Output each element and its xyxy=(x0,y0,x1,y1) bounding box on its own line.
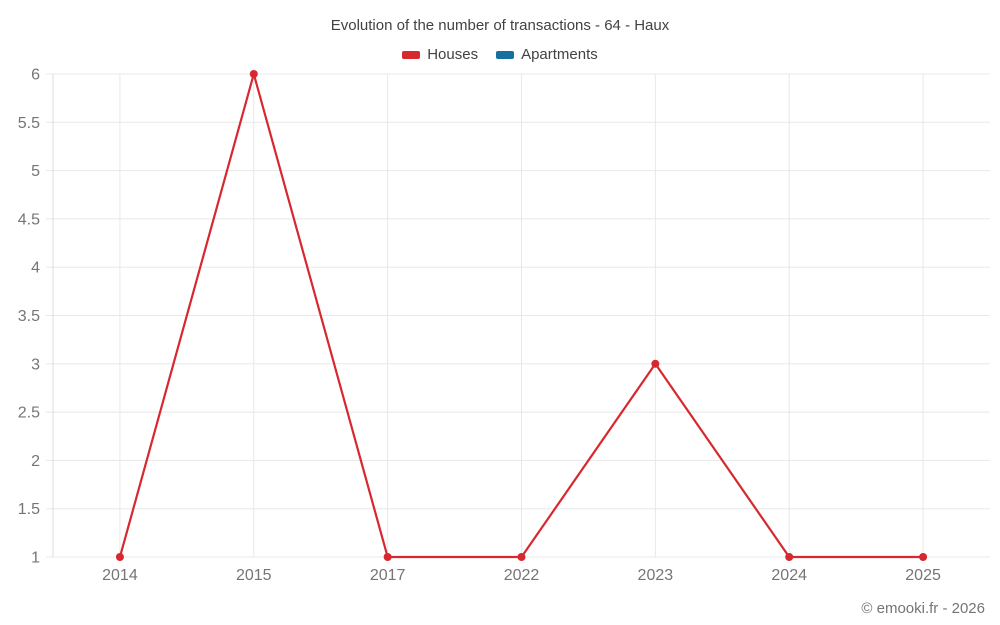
y-tick-label: 5.5 xyxy=(18,115,40,132)
data-point-houses[interactable] xyxy=(383,553,392,561)
legend-item-apartments[interactable]: Apartments xyxy=(496,46,598,63)
x-tick-label: 2024 xyxy=(771,567,807,584)
houses-swatch-icon xyxy=(402,50,421,59)
data-point-houses[interactable] xyxy=(651,359,660,368)
x-tick-label: 2023 xyxy=(638,567,674,584)
x-tick-label: 2017 xyxy=(370,567,406,584)
data-point-houses[interactable] xyxy=(785,553,794,561)
x-tick-label: 2022 xyxy=(504,567,540,584)
y-tick-label: 1 xyxy=(31,550,40,567)
copyright-text: © emooki.fr - 2026 xyxy=(861,600,985,617)
legend-label-houses: Houses xyxy=(427,46,479,63)
y-tick-label: 6 xyxy=(31,67,40,84)
y-tick-label: 2 xyxy=(31,453,40,470)
x-tick-label: 2025 xyxy=(905,567,941,584)
y-tick-label: 4.5 xyxy=(18,211,40,228)
y-tick-label: 3.5 xyxy=(18,308,40,325)
apartments-swatch-icon xyxy=(496,50,515,59)
y-tick-label: 2.5 xyxy=(18,405,40,422)
y-tick-label: 1.5 xyxy=(18,501,40,518)
data-point-houses[interactable] xyxy=(249,70,258,78)
chart-title: Evolution of the number of transactions … xyxy=(330,17,670,34)
x-tick-label: 2015 xyxy=(236,567,272,584)
chart-legend: Houses Apartments xyxy=(0,46,1000,63)
y-tick-label: 3 xyxy=(31,356,40,373)
y-tick-label: 5 xyxy=(31,163,40,180)
x-tick-label: 2014 xyxy=(102,567,138,584)
data-point-houses[interactable] xyxy=(517,553,526,561)
legend-item-houses[interactable]: Houses xyxy=(402,46,478,63)
data-point-houses[interactable] xyxy=(115,553,124,561)
y-tick-label: 4 xyxy=(31,260,40,277)
data-point-houses[interactable] xyxy=(919,553,928,561)
legend-label-apartments: Apartments xyxy=(521,46,598,63)
